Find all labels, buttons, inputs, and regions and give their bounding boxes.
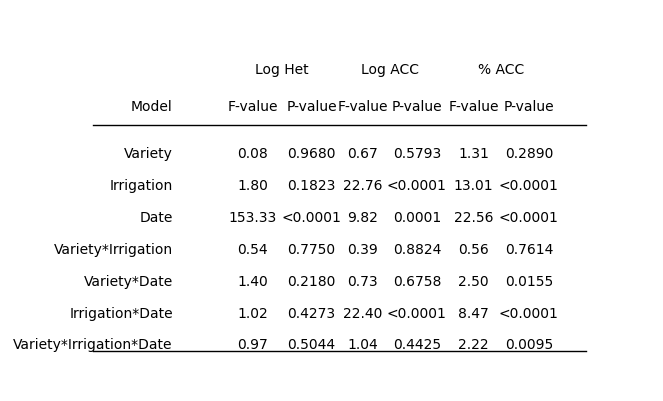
Text: 0.7614: 0.7614	[505, 242, 553, 256]
Text: 22.56: 22.56	[453, 211, 493, 224]
Text: <0.0001: <0.0001	[499, 211, 559, 224]
Text: Model: Model	[131, 100, 173, 114]
Text: 0.39: 0.39	[347, 242, 379, 256]
Text: 1.31: 1.31	[458, 147, 489, 161]
Text: 0.97: 0.97	[237, 338, 268, 352]
Text: <0.0001: <0.0001	[387, 306, 447, 320]
Text: 0.73: 0.73	[347, 274, 378, 288]
Text: F-value: F-value	[227, 100, 278, 114]
Text: 0.0001: 0.0001	[392, 211, 441, 224]
Text: 9.82: 9.82	[347, 211, 379, 224]
Text: P-value: P-value	[504, 100, 554, 114]
Text: P-value: P-value	[286, 100, 337, 114]
Text: Log Het: Log Het	[255, 63, 309, 77]
Text: 0.8824: 0.8824	[392, 242, 441, 256]
Text: 13.01: 13.01	[453, 178, 493, 192]
Text: 1.40: 1.40	[237, 274, 268, 288]
Text: Variety*Date: Variety*Date	[84, 274, 173, 288]
Text: 0.5044: 0.5044	[288, 338, 335, 352]
Text: 1.80: 1.80	[237, 178, 268, 192]
Text: 0.08: 0.08	[237, 147, 268, 161]
Text: Irrigation*Date: Irrigation*Date	[69, 306, 173, 320]
Text: <0.0001: <0.0001	[387, 178, 447, 192]
Text: 8.47: 8.47	[458, 306, 489, 320]
Text: 0.7750: 0.7750	[288, 242, 335, 256]
Text: Log ACC: Log ACC	[361, 63, 419, 77]
Text: 1.04: 1.04	[347, 338, 379, 352]
Text: % ACC: % ACC	[478, 63, 524, 77]
Text: 0.1823: 0.1823	[287, 178, 335, 192]
Text: 0.6758: 0.6758	[392, 274, 441, 288]
Text: 0.4273: 0.4273	[288, 306, 335, 320]
Text: 0.9680: 0.9680	[287, 147, 335, 161]
Text: 153.33: 153.33	[228, 211, 276, 224]
Text: Irrigation: Irrigation	[109, 178, 173, 192]
Text: <0.0001: <0.0001	[499, 178, 559, 192]
Text: 0.0095: 0.0095	[505, 338, 553, 352]
Text: 0.56: 0.56	[458, 242, 489, 256]
Text: 2.22: 2.22	[458, 338, 489, 352]
Text: Variety*Irrigation: Variety*Irrigation	[54, 242, 173, 256]
Text: 1.02: 1.02	[237, 306, 268, 320]
Text: 22.40: 22.40	[343, 306, 383, 320]
Text: <0.0001: <0.0001	[499, 306, 559, 320]
Text: Date: Date	[139, 211, 173, 224]
Text: 0.67: 0.67	[347, 147, 379, 161]
Text: F-value: F-value	[337, 100, 388, 114]
Text: Variety*Irrigation*Date: Variety*Irrigation*Date	[13, 338, 173, 352]
Text: 22.76: 22.76	[343, 178, 383, 192]
Text: 0.54: 0.54	[237, 242, 268, 256]
Text: F-value: F-value	[448, 100, 499, 114]
Text: 0.4425: 0.4425	[392, 338, 441, 352]
Text: P-value: P-value	[392, 100, 442, 114]
Text: 0.0155: 0.0155	[505, 274, 553, 288]
Text: 2.50: 2.50	[458, 274, 489, 288]
Text: Variety: Variety	[124, 147, 173, 161]
Text: 0.2180: 0.2180	[287, 274, 335, 288]
Text: 0.2890: 0.2890	[505, 147, 553, 161]
Text: <0.0001: <0.0001	[282, 211, 341, 224]
Text: 0.5793: 0.5793	[392, 147, 441, 161]
